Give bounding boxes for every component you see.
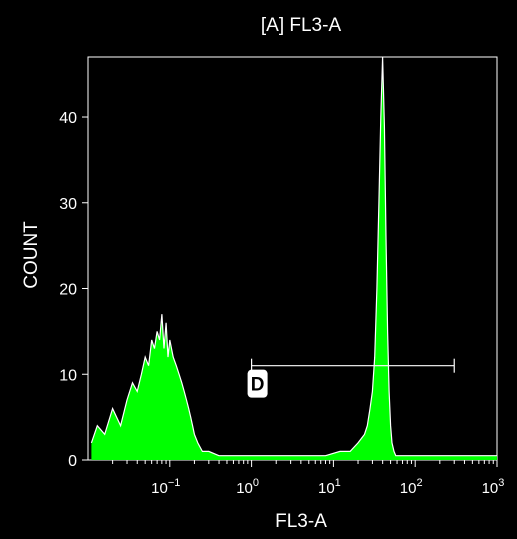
y-tick-label-20: 20	[59, 282, 77, 299]
x-tick-label-−1: 10−1	[151, 477, 180, 497]
y-tick-label-40: 40	[59, 110, 77, 127]
y-tick-label-0: 0	[68, 453, 77, 470]
y-tick-label-10: 10	[59, 367, 77, 384]
gate-label: D	[251, 375, 265, 396]
x-tick-label-1: 101	[318, 477, 341, 497]
histogram-outline	[90, 56, 497, 457]
x-tick-label-3: 103	[482, 477, 505, 497]
chart-title: [A] FL3-A	[261, 15, 342, 36]
x-tick-label-2: 102	[400, 477, 423, 497]
histogram-fill	[91, 57, 498, 460]
y-tick-label-30: 30	[59, 196, 77, 213]
x-axis-label: FL3-A	[275, 511, 327, 532]
plot-area: 0 10 20 30 40 10−1 100 101 102 103 D	[59, 56, 505, 497]
y-axis-label: COUNT	[21, 221, 42, 289]
x-tick-label-0: 100	[236, 477, 259, 497]
gate-label-box	[247, 369, 268, 398]
